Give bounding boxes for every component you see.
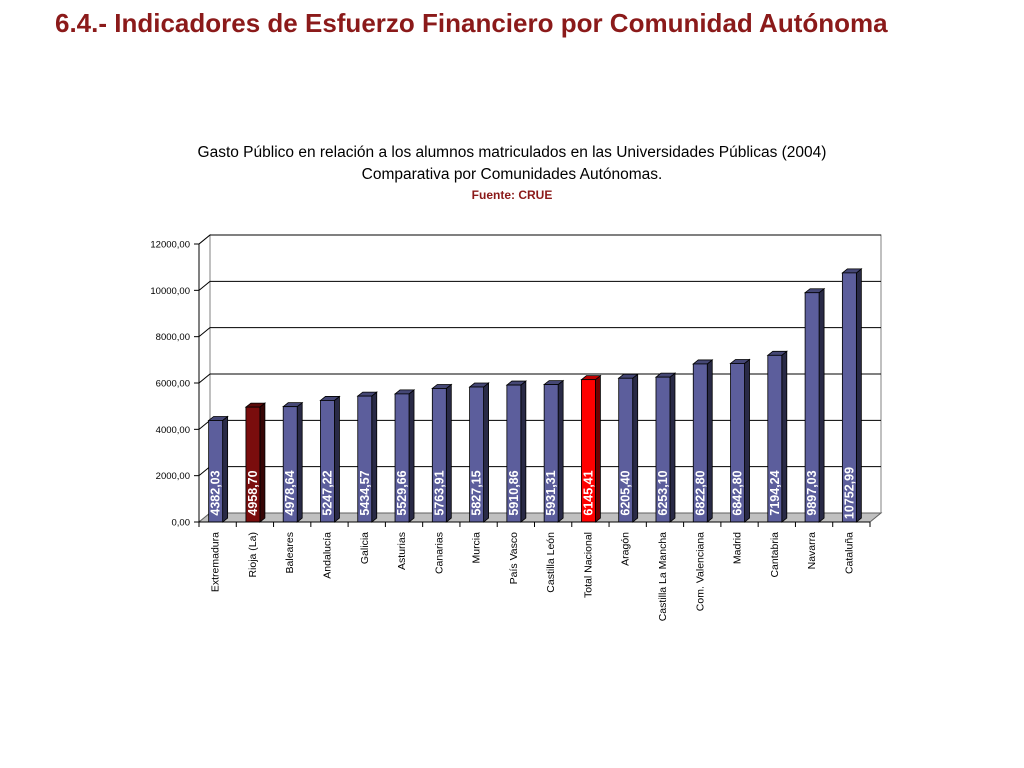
bar: 5931,31: [542, 379, 565, 523]
bar-side: [781, 350, 788, 523]
y-axis: 0,00 2000,00 4000,00 6000,00 8000,00 10000,00…: [150, 240, 200, 529]
bar: 7194,24: [766, 350, 788, 523]
bar: 10752,99: [841, 268, 863, 523]
bar-value-label: 6253,10: [656, 470, 670, 515]
y-tick-label: 12000,00: [150, 240, 190, 251]
x-category-label: Murcia: [471, 532, 483, 564]
bar: 4958,70: [244, 402, 267, 523]
bar-value-label: 5434,57: [358, 470, 372, 515]
bar: 6253,10: [654, 372, 677, 523]
bar-value-label: 5763,91: [432, 470, 446, 515]
bar-side: [520, 380, 527, 523]
bar: 6822,80: [692, 359, 714, 523]
x-category-label: Extremadura: [210, 532, 222, 592]
x-category-label: Navarra: [806, 532, 818, 570]
bar: 5434,57: [356, 391, 378, 523]
bar-side: [483, 382, 489, 523]
y-tick-label: 10000,00: [150, 286, 190, 297]
x-category-label: Com. Valenciana: [694, 532, 706, 611]
x-axis-labels: Extremadura Rioja (La) Baleares Andalucía Ga…: [198, 521, 871, 621]
bar-side: [855, 268, 862, 523]
bar-side: [334, 395, 340, 523]
chart-heading: Gasto Público en relación a los alumnos …: [0, 142, 1024, 204]
x-category-label: Total Nacional: [582, 532, 594, 598]
bar: 6842,80: [729, 358, 751, 523]
bar: 4382,03: [207, 415, 229, 523]
slide-title: 6.4.- Indicadores de Esfuerzo Financiero…: [55, 8, 888, 38]
bar: 4978,64: [282, 401, 304, 523]
bar: 5529,66: [393, 389, 416, 523]
bar: 6205,40: [617, 373, 639, 523]
bar-value-label: 4978,64: [283, 470, 297, 515]
bar-side: [259, 402, 266, 523]
x-category-label: Canarias: [433, 532, 445, 574]
bar-side: [222, 415, 229, 523]
bar-value-label: 10752,99: [842, 467, 856, 519]
bar-value-label: 4958,70: [246, 470, 260, 515]
bar-side: [818, 287, 825, 523]
bar-side: [744, 358, 750, 523]
y-tick-label: 0,00: [172, 518, 191, 529]
bars: 4382,03 4958,70 4978,64 5247,22 5434,57 5529,…: [207, 268, 863, 523]
x-category-label: Cantabria: [769, 532, 781, 578]
bar: 9897,03: [803, 287, 826, 523]
bar: 5827,15: [468, 382, 490, 523]
gridline: [198, 234, 881, 245]
x-category-label: Castilla La Mancha: [657, 532, 669, 621]
chart-source: Fuente: CRUE: [471, 188, 553, 202]
x-category-label: Rioja (La): [247, 532, 259, 578]
x-category-label: País Vasco: [508, 532, 520, 584]
chart-subtitle: Comparativa por Comunidades Autónomas.: [361, 166, 663, 183]
y-tick-label: 2000,00: [156, 471, 190, 482]
bar-side: [595, 374, 601, 523]
x-category-label: Asturias: [396, 532, 408, 570]
bar: 6145,41: [580, 374, 602, 523]
bar-value-label: 6145,41: [581, 470, 595, 515]
chart-title: Gasto Público en relación a los alumnos …: [197, 144, 827, 161]
bar-side: [557, 379, 564, 523]
bar-value-label: 5827,15: [470, 470, 484, 515]
bar-side: [371, 391, 378, 523]
x-category-label: Galicia: [359, 532, 371, 564]
bar-value-label: 6822,80: [693, 470, 707, 515]
bar-side: [296, 401, 303, 523]
x-category-label: Castilla León: [545, 532, 557, 593]
x-category-label: Madrid: [732, 532, 744, 564]
bar: 5763,91: [431, 383, 453, 523]
gridline: [198, 327, 881, 338]
bar-value-label: 5529,66: [395, 470, 409, 515]
x-category-label: Cataluña: [843, 532, 855, 574]
bar-value-label: 6842,80: [731, 470, 745, 515]
bar-value-label: 5247,22: [320, 470, 334, 515]
bar-value-label: 7194,24: [768, 470, 782, 515]
y-tick-label: 8000,00: [156, 332, 190, 343]
bar-side: [408, 389, 415, 523]
x-category-label: Aragón: [620, 532, 632, 566]
gridline: [198, 373, 881, 384]
y-tick-label: 6000,00: [156, 379, 190, 390]
bar-side: [632, 373, 639, 523]
bar-value-label: 5910,86: [507, 470, 521, 515]
bar-value-label: 5931,31: [544, 470, 558, 515]
bar-value-label: 6205,40: [619, 470, 633, 515]
y-tick-label: 4000,00: [156, 425, 190, 436]
x-category-label: Andalucía: [321, 532, 333, 579]
bar-value-label: 9897,03: [805, 470, 819, 515]
gridline: [198, 280, 881, 291]
x-category-label: Baleares: [284, 532, 296, 573]
bar-side: [445, 383, 452, 523]
bar-side: [669, 372, 676, 523]
bar: 5247,22: [319, 395, 341, 523]
bar: 5910,86: [505, 380, 528, 523]
bar-side: [706, 359, 713, 523]
bar-value-label: 4382,03: [209, 470, 223, 515]
